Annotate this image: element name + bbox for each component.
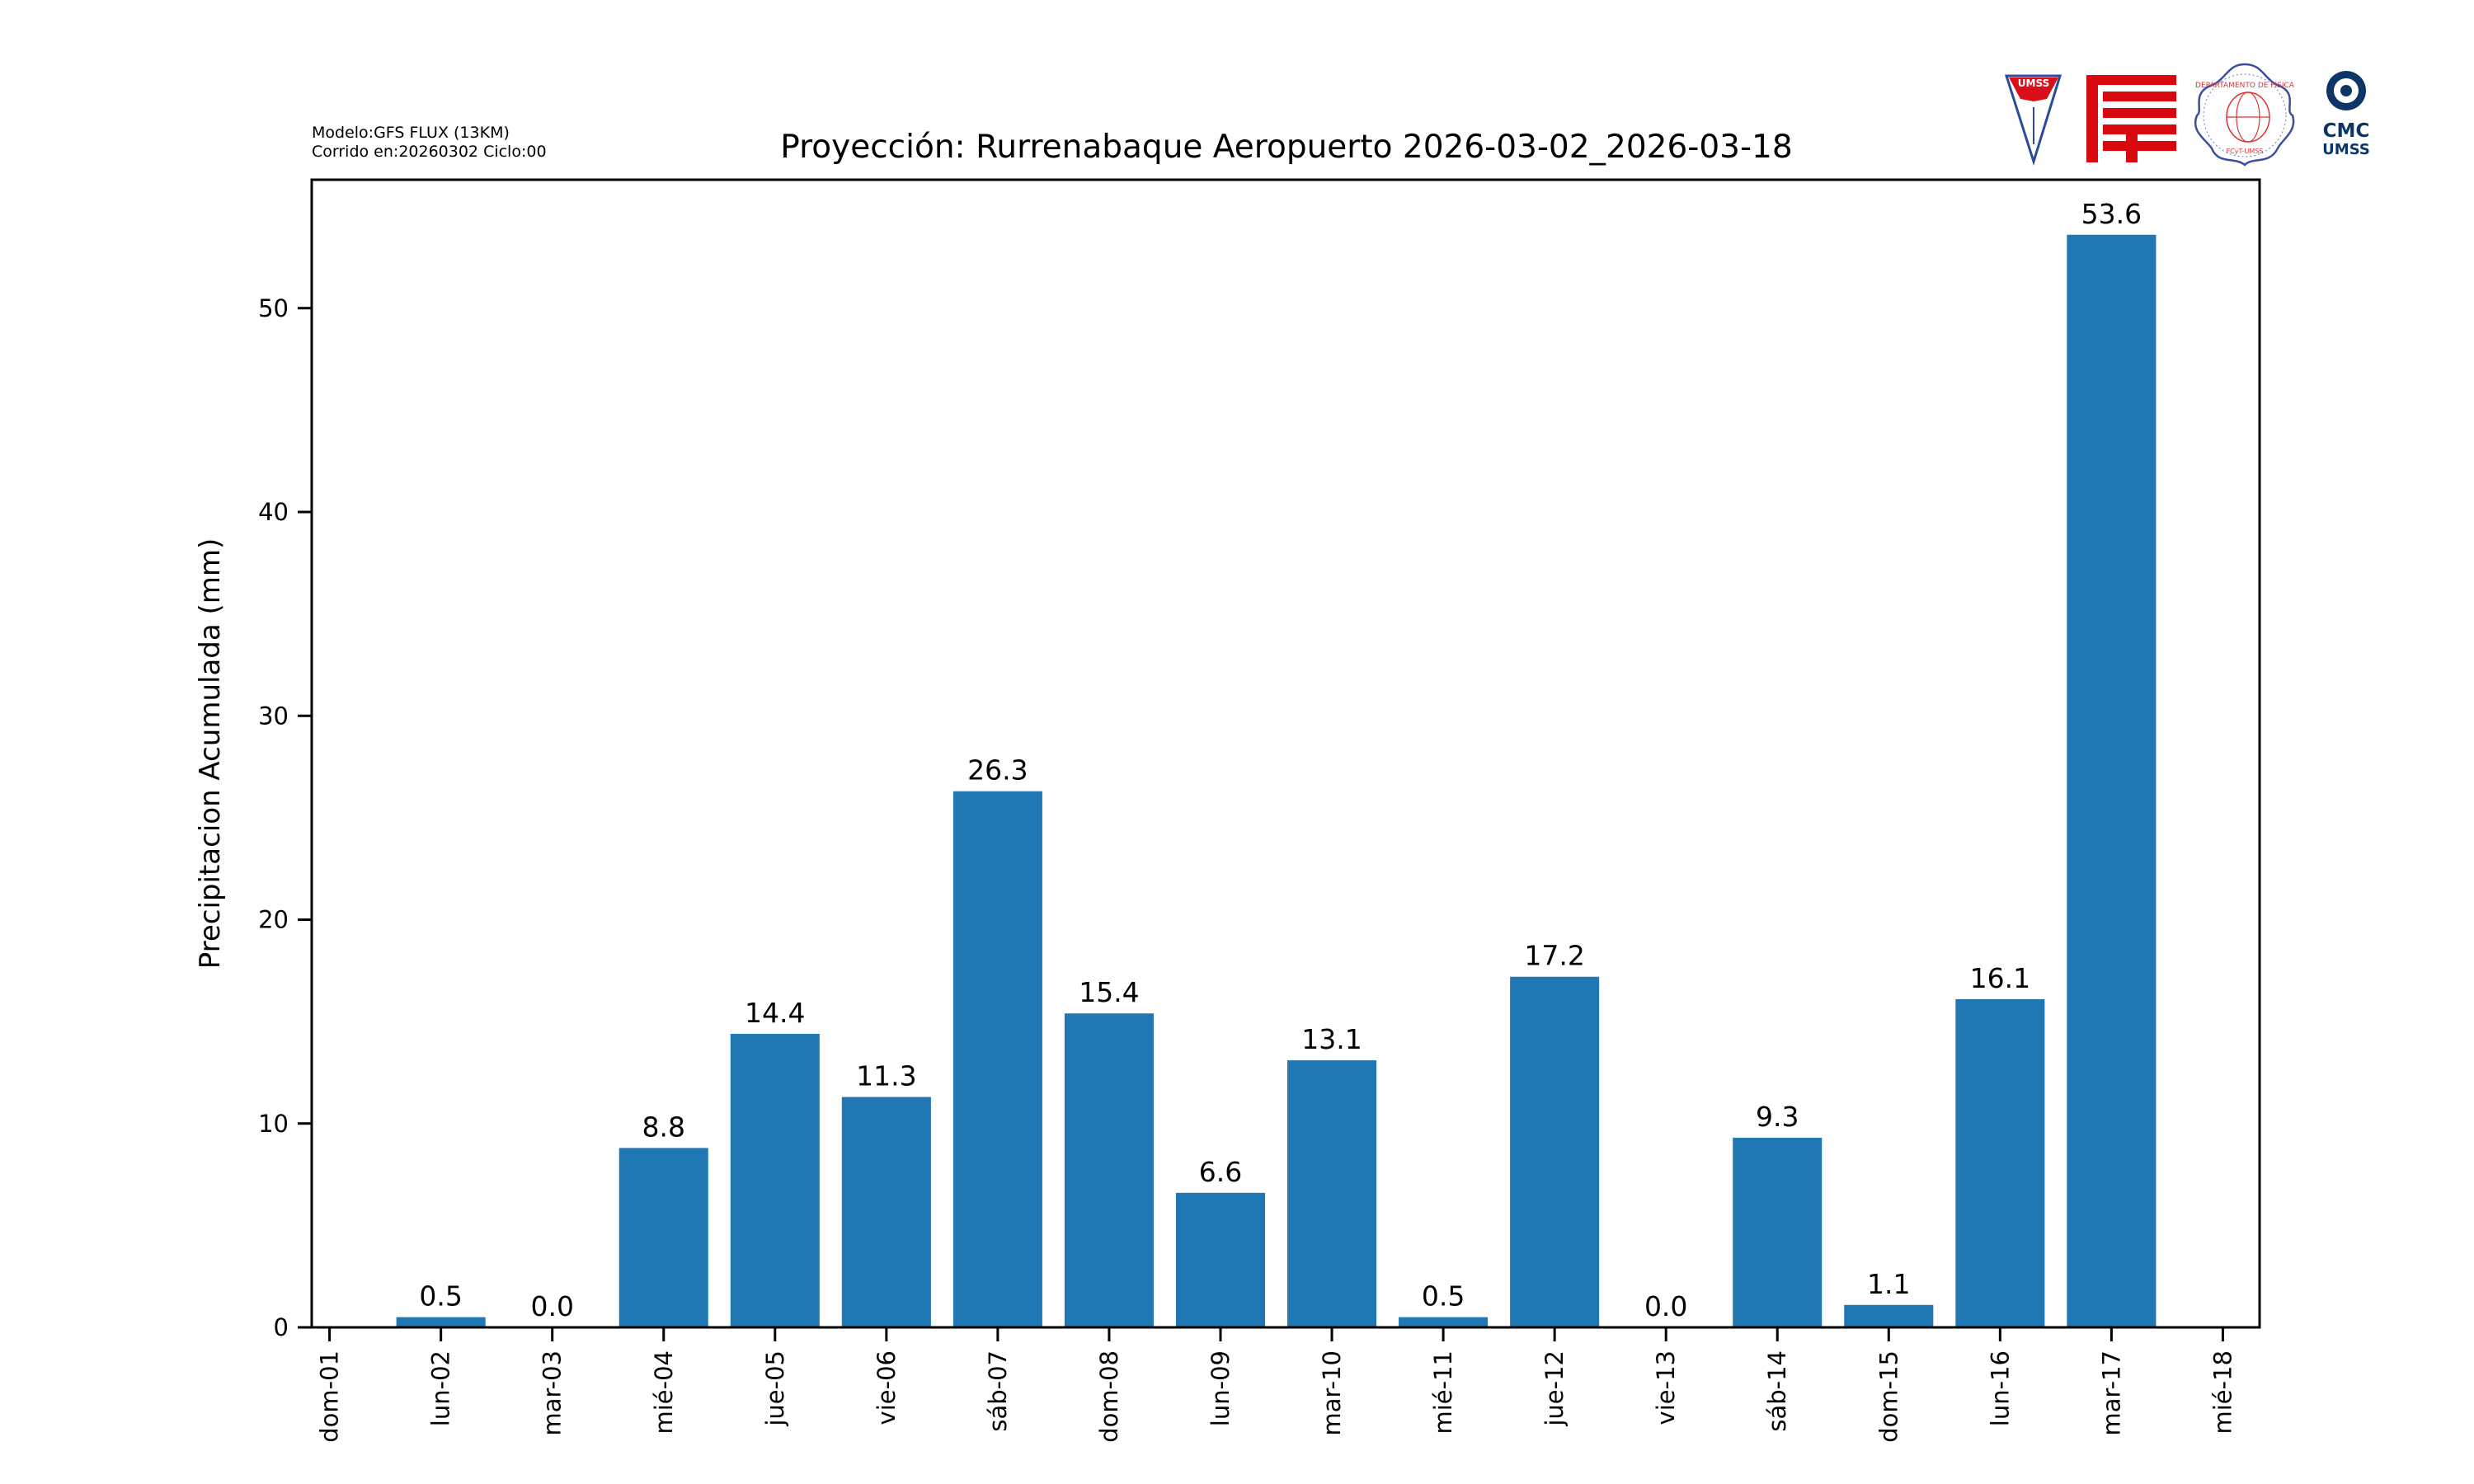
y-axis-label: Precipitacion Acumulada (mm) bbox=[194, 538, 227, 970]
bar-jue-12 bbox=[1510, 976, 1600, 1327]
bar-value-label: 1.1 bbox=[1867, 1268, 1910, 1300]
cmc-logo-subtext: UMSS bbox=[2322, 141, 2370, 158]
fcyt-logo bbox=[2086, 75, 2176, 162]
x-tick-label: mar-17 bbox=[2097, 1350, 2125, 1435]
bar-value-label: 53.6 bbox=[2081, 198, 2142, 230]
x-tick-label: sáb-14 bbox=[1763, 1350, 1791, 1432]
x-tick-label: vie-13 bbox=[1652, 1350, 1680, 1425]
x-tick-label: vie-06 bbox=[872, 1350, 901, 1425]
y-tick-label: 20 bbox=[258, 906, 289, 934]
x-tick-label: sáb-07 bbox=[984, 1350, 1012, 1432]
y-tick-label: 30 bbox=[258, 702, 289, 730]
bar-value-label: 16.1 bbox=[1970, 962, 2030, 994]
run-label: Corrido en:20260302 Ciclo:00 bbox=[312, 143, 547, 161]
axes-frame bbox=[310, 178, 2261, 1329]
x-tick-label: dom-15 bbox=[1874, 1350, 1903, 1443]
bar-value-label: 6.6 bbox=[1199, 1156, 1242, 1188]
x-tick-label: mié-11 bbox=[1429, 1350, 1457, 1435]
bar-jue-05 bbox=[730, 1033, 820, 1327]
bar-value-label: 11.3 bbox=[856, 1060, 916, 1092]
y-tick-label: 10 bbox=[258, 1110, 289, 1138]
depto-logo-text: DEPARTAMENTO DE FÍSICA bbox=[2195, 80, 2295, 90]
x-tick-label: lun-09 bbox=[1206, 1350, 1235, 1426]
y-tick-label: 0 bbox=[274, 1313, 289, 1341]
depto-fisica-logo: DEPARTAMENTO DE FÍSICA FCyT-UMSS bbox=[2194, 63, 2295, 167]
bar-value-label: 0.5 bbox=[419, 1280, 462, 1313]
bar-value-label: 0.5 bbox=[1422, 1280, 1465, 1313]
x-tick-label: lun-16 bbox=[1986, 1350, 2014, 1426]
bar-dom-15 bbox=[1844, 1304, 1934, 1327]
x-tick-label: lun-02 bbox=[427, 1350, 455, 1426]
bar-dom-08 bbox=[1064, 1013, 1154, 1327]
bar-mar-17 bbox=[2067, 234, 2157, 1328]
bar-lun-16 bbox=[1955, 998, 2045, 1327]
bar-value-label: 17.2 bbox=[1524, 940, 1584, 972]
x-tick-label: jue-12 bbox=[1540, 1350, 1569, 1427]
bar-value-label: 15.4 bbox=[1079, 976, 1139, 1008]
x-tick-label: mié-04 bbox=[650, 1350, 678, 1435]
bar-value-label: 14.4 bbox=[745, 997, 805, 1029]
bar-vie-06 bbox=[841, 1097, 931, 1327]
y-tick-label: 40 bbox=[258, 498, 289, 526]
cmc-logo-text: CMC bbox=[2323, 120, 2370, 142]
umss-logo: UMSS bbox=[2004, 74, 2062, 167]
bar-lun-09 bbox=[1175, 1192, 1266, 1327]
bar-mar-10 bbox=[1287, 1060, 1377, 1327]
bar-value-label: 26.3 bbox=[967, 754, 1028, 787]
depto-logo-subtext: FCyT-UMSS bbox=[2227, 148, 2264, 155]
x-tick-label: dom-08 bbox=[1095, 1350, 1123, 1443]
bar-sáb-14 bbox=[1733, 1138, 1823, 1327]
chart-title: Proyección: Rurrenabaque Aeropuerto 2026… bbox=[780, 129, 1792, 166]
cmc-umss-logo: CMC UMSS bbox=[2322, 71, 2370, 158]
bar-value-label: 13.1 bbox=[1301, 1023, 1362, 1055]
bar-value-label: 0.0 bbox=[530, 1290, 573, 1322]
model-label: Modelo:GFS FLUX (13KM) bbox=[312, 124, 510, 142]
bar-value-label: 9.3 bbox=[1756, 1101, 1799, 1133]
y-tick-label: 50 bbox=[258, 294, 289, 322]
x-tick-label: jue-05 bbox=[761, 1350, 789, 1427]
x-tick-label: mar-03 bbox=[539, 1350, 567, 1435]
x-tick-label: mar-10 bbox=[1318, 1350, 1346, 1435]
umss-logo-text: UMSS bbox=[2018, 77, 2049, 89]
bar-lun-02 bbox=[396, 1317, 486, 1327]
bar-sáb-07 bbox=[952, 791, 1042, 1327]
bar-value-label: 8.8 bbox=[642, 1111, 685, 1143]
plot-area: 0.5 0.0 8.8 14.4 11.3 26.3 15.4 6.6 13.1 0.5 17.2 0… bbox=[258, 198, 2236, 1443]
x-tick-label: dom-01 bbox=[316, 1350, 344, 1443]
bar-mié-04 bbox=[618, 1148, 708, 1327]
bar-value-label: 0.0 bbox=[1644, 1290, 1687, 1322]
x-tick-label: mié-18 bbox=[2208, 1350, 2236, 1435]
bar-mié-11 bbox=[1399, 1317, 1489, 1327]
